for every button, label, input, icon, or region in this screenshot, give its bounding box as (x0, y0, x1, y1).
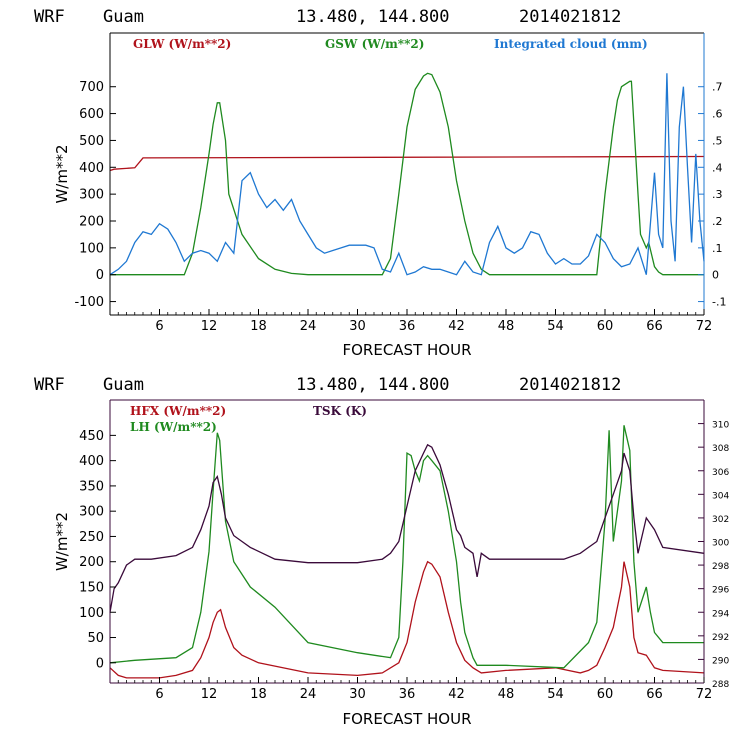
bottom-y-tick-label: 400 (79, 454, 104, 469)
bottom-x-tick-label: 12 (201, 687, 218, 702)
bottom-y2-tick-label: 304 (712, 491, 729, 501)
top-x-tick-label: 30 (349, 319, 366, 334)
bottom-x-tick-label: 54 (547, 687, 564, 702)
top-y-tick-label: -100 (74, 295, 104, 310)
top-y-tick-label: 100 (79, 241, 104, 256)
top-x-tick-label: 66 (646, 319, 663, 334)
top-x-tick-label: 12 (201, 319, 218, 334)
top-y-tick-label: 0 (96, 268, 104, 283)
top-y-tick-label: 700 (79, 80, 104, 95)
top-y2-tick-label: 0 (712, 269, 719, 282)
top-chart-header: WRF Guam 13.480, 144.800 2014021812 (34, 7, 621, 27)
top-y2-tick-label: .4 (712, 161, 723, 174)
top-y-tick-label: 400 (79, 161, 104, 176)
bottom-x-tick-label: 72 (696, 687, 713, 702)
top-y-axis-label: W/m**2 (53, 144, 71, 203)
bottom-model-label: WRF (34, 375, 65, 395)
top-series-integrated-line (109, 73, 705, 276)
top-y-tick-label: 300 (79, 188, 104, 203)
top-y-tick-label: 600 (79, 107, 104, 122)
bottom-x-tick-label: 30 (349, 687, 366, 702)
bottom-y2-tick-label: 306 (712, 468, 729, 478)
bottom-init-label: 2014021812 (519, 375, 621, 395)
top-y2-tick-label: -.1 (712, 296, 726, 309)
bottom-y2-tick-label: 302 (712, 515, 729, 525)
top-y2-tick-label: .7 (712, 81, 723, 94)
bottom-chart-header: WRF Guam 13.480, 144.800 2014021812 (34, 375, 621, 395)
bottom-x-tick-label: 24 (300, 687, 317, 702)
top-x-tick-label: 72 (696, 319, 713, 334)
bottom-y-tick-label: 100 (79, 606, 104, 621)
top-y2-tick-label: .5 (712, 134, 723, 147)
bottom-y2-tick-label: 288 (712, 680, 729, 690)
bottom-x-tick-label: 60 (597, 687, 614, 702)
bottom-y2-tick-label: 300 (712, 539, 729, 549)
top-coords-label: 13.480, 144.800 (296, 7, 450, 27)
bottom-y-tick-label: 300 (79, 505, 104, 520)
top-series-gsw-line (110, 72, 704, 276)
top-y-tick-label: 500 (79, 134, 104, 149)
top-init-label: 2014021812 (519, 7, 621, 27)
top-series-glw-line (109, 155, 705, 172)
bottom-x-tick-label: 66 (646, 687, 663, 702)
top-legend-item-0: GLW (W/m**2) (133, 37, 231, 51)
bottom-y-tick-label: 50 (87, 631, 104, 646)
bottom-y2-tick-label: 308 (712, 444, 729, 454)
top-x-tick-label: 48 (498, 319, 515, 334)
bottom-y2-tick-label: 290 (712, 656, 729, 666)
bottom-x-tick-label: 36 (399, 687, 416, 702)
bottom-x-tick-label: 6 (155, 687, 163, 702)
top-x-tick-label: 18 (250, 319, 267, 334)
top-x-tick-label: 36 (399, 319, 416, 334)
bottom-y-tick-label: 250 (79, 530, 104, 545)
top-x-tick-label: 24 (300, 319, 317, 334)
bottom-x-tick-label: 48 (498, 687, 515, 702)
bottom-y-tick-label: 350 (79, 479, 104, 494)
top-x-axis-label: FORECAST HOUR (342, 341, 471, 359)
top-x-tick-label: 42 (448, 319, 465, 334)
top-site-label: Guam (103, 7, 144, 27)
bottom-y2-tick-label: 296 (712, 586, 729, 596)
bottom-y-tick-label: 450 (79, 429, 104, 444)
bottom-legend-item-0: HFX (W/m**2) (130, 404, 226, 418)
bottom-series-lh-line (109, 425, 704, 669)
top-y-tick-label: 200 (79, 215, 104, 230)
top-y2-tick-label: .3 (712, 188, 723, 201)
bottom-x-axis-label: FORECAST HOUR (342, 710, 471, 728)
top-y2-tick-label: .6 (712, 108, 723, 121)
bottom-y2-tick-label: 298 (712, 562, 729, 572)
top-x-tick-label: 6 (155, 319, 163, 334)
bottom-x-tick-label: 18 (250, 687, 267, 702)
bottom-series-tsk-line (109, 443, 705, 613)
bottom-x-tick-label: 42 (448, 687, 465, 702)
bottom-legend-item-2: TSK (K) (313, 404, 367, 418)
bottom-site-label: Guam (103, 375, 144, 395)
top-legend-item-2: Integrated cloud (mm) (494, 37, 648, 51)
bottom-coords-label: 13.480, 144.800 (296, 375, 450, 395)
bottom-legend-item-1: LH (W/m**2) (130, 420, 217, 434)
bottom-y2-tick-label: 292 (712, 633, 729, 643)
top-x-tick-label: 60 (597, 319, 614, 334)
bottom-y-tick-label: 0 (96, 656, 104, 671)
bottom-chart: 6 12 18 24 30 36 42 48 54 60 66 72 0 50 100 150 200 250 30… (53, 399, 729, 728)
top-legend-item-1: GSW (W/m**2) (325, 37, 424, 51)
top-model-label: WRF (34, 7, 65, 27)
bottom-y-tick-label: 200 (79, 555, 104, 570)
top-y2-tick-label: .1 (712, 242, 723, 255)
bottom-y2-tick-label: 294 (712, 609, 729, 619)
top-y2-tick-label: .2 (712, 215, 723, 228)
bottom-series-hfx-line (109, 560, 705, 679)
bottom-y2-tick-label: 310 (712, 421, 729, 431)
top-chart: 6 12 18 24 30 36 42 48 54 60 66 72 -100 0 100 200 300 400… (53, 32, 726, 359)
bottom-y-tick-label: 150 (79, 580, 104, 595)
top-x-tick-label: 54 (547, 319, 564, 334)
bottom-y-axis-label: W/m**2 (53, 512, 71, 571)
